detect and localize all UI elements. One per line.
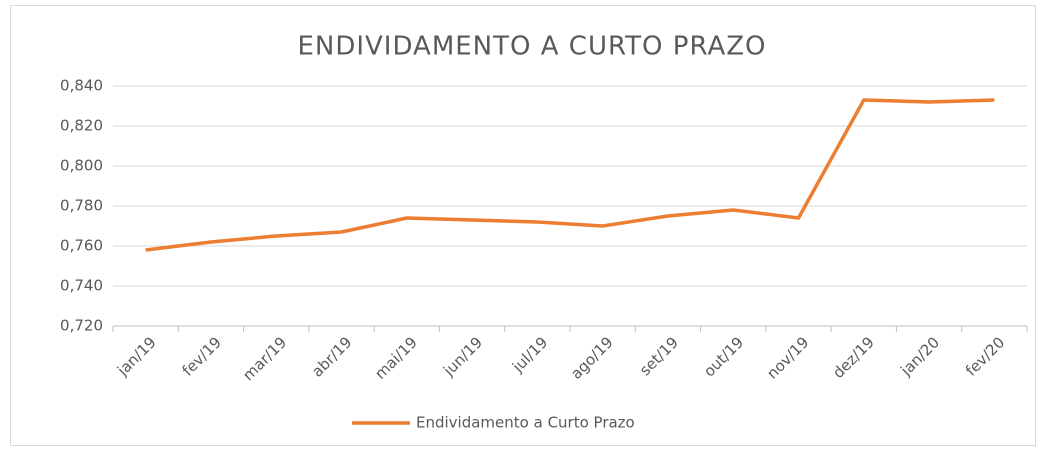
y-tick-label: 0,720 [60, 317, 103, 335]
chart-frame [10, 5, 1036, 446]
chart-title: ENDIVIDAMENTO A CURTO PRAZO [297, 32, 766, 62]
series-line [145, 98, 995, 252]
y-tick-label: 0,820 [60, 117, 103, 135]
y-tick-label: 0,780 [60, 197, 103, 215]
y-tick-label: 0,840 [60, 77, 103, 95]
y-tick-label: 0,800 [60, 157, 103, 175]
legend-label: Endividamento a Curto Prazo [416, 414, 635, 432]
y-tick-label: 0,760 [60, 237, 103, 255]
y-tick-label: 0,740 [60, 277, 103, 295]
